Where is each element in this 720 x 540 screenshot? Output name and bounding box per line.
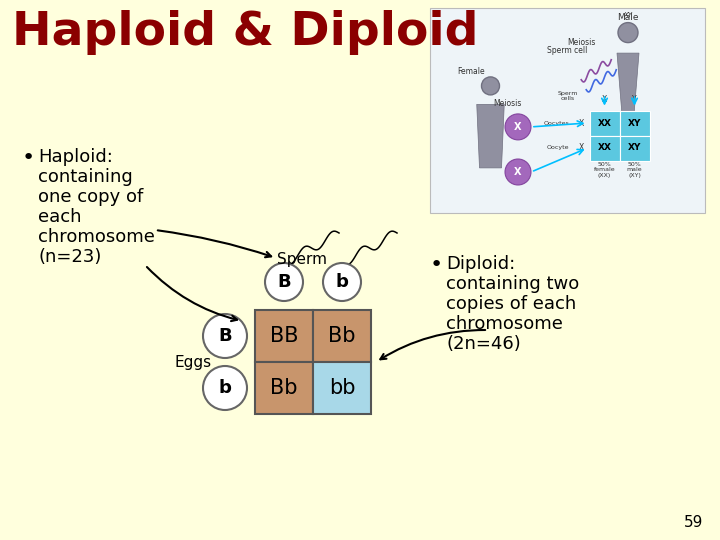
Circle shape	[618, 23, 638, 43]
Circle shape	[203, 314, 247, 358]
Text: Male: Male	[617, 13, 639, 22]
Text: copies of each: copies of each	[446, 295, 576, 313]
Circle shape	[323, 263, 361, 301]
Text: XX: XX	[598, 118, 611, 127]
Text: containing two: containing two	[446, 275, 580, 293]
Text: Bb: Bb	[270, 378, 298, 398]
Text: X: X	[514, 167, 522, 177]
Bar	[255, 362, 313, 414]
Text: bb: bb	[329, 378, 355, 398]
Bar	[619, 111, 649, 136]
Text: each: each	[38, 208, 81, 226]
Bar	[590, 111, 619, 136]
Text: Bb: Bb	[328, 326, 356, 346]
Text: Sperm cell: Sperm cell	[547, 46, 588, 55]
Text: Haploid & Diploid: Haploid & Diploid	[12, 10, 479, 55]
Text: (n=23): (n=23)	[38, 248, 102, 266]
Text: XY: XY	[624, 12, 632, 18]
Polygon shape	[477, 104, 504, 168]
Text: X: X	[580, 118, 585, 127]
Text: BB: BB	[270, 326, 298, 346]
Text: Female: Female	[457, 66, 485, 76]
Text: •: •	[430, 255, 444, 275]
Text: Sperm: Sperm	[277, 252, 327, 267]
Text: (2n=46): (2n=46)	[446, 335, 521, 353]
Text: Diploid:: Diploid:	[446, 255, 516, 273]
Text: Oocyte: Oocyte	[547, 145, 570, 151]
Text: B: B	[218, 327, 232, 345]
Bar	[313, 362, 371, 414]
Text: •: •	[22, 148, 35, 168]
Text: 50%
male
(XY): 50% male (XY)	[626, 161, 642, 178]
Text: Meiosis: Meiosis	[567, 38, 595, 47]
Polygon shape	[617, 53, 639, 121]
Text: 59: 59	[683, 515, 703, 530]
Text: Meiosis: Meiosis	[492, 99, 521, 109]
Circle shape	[505, 159, 531, 185]
Text: X: X	[514, 122, 522, 132]
Circle shape	[482, 77, 500, 95]
Text: XY: XY	[628, 118, 642, 127]
Bar	[255, 310, 313, 362]
Text: Haploid:: Haploid:	[38, 148, 113, 166]
Circle shape	[203, 366, 247, 410]
Text: containing: containing	[38, 168, 132, 186]
Text: XY: XY	[628, 144, 642, 152]
Text: chromosome: chromosome	[38, 228, 155, 246]
Bar	[430, 8, 705, 213]
Text: Y: Y	[632, 96, 636, 105]
Bar	[619, 136, 649, 160]
Circle shape	[505, 114, 531, 140]
Bar	[590, 136, 619, 160]
Text: X: X	[602, 96, 607, 105]
Text: B: B	[277, 273, 291, 291]
Text: Eggs: Eggs	[174, 354, 212, 369]
Text: XX: XX	[598, 144, 611, 152]
Bar	[313, 310, 371, 362]
Circle shape	[265, 263, 303, 301]
Text: one copy of: one copy of	[38, 188, 143, 206]
Text: b: b	[219, 379, 231, 397]
Text: X: X	[580, 144, 585, 152]
Text: Sperm
cells: Sperm cells	[557, 91, 577, 102]
Text: b: b	[336, 273, 348, 291]
Text: chromosome: chromosome	[446, 315, 563, 333]
Text: Oocytes: Oocytes	[544, 120, 570, 125]
Text: 50%
female
(XX): 50% female (XX)	[594, 161, 616, 178]
